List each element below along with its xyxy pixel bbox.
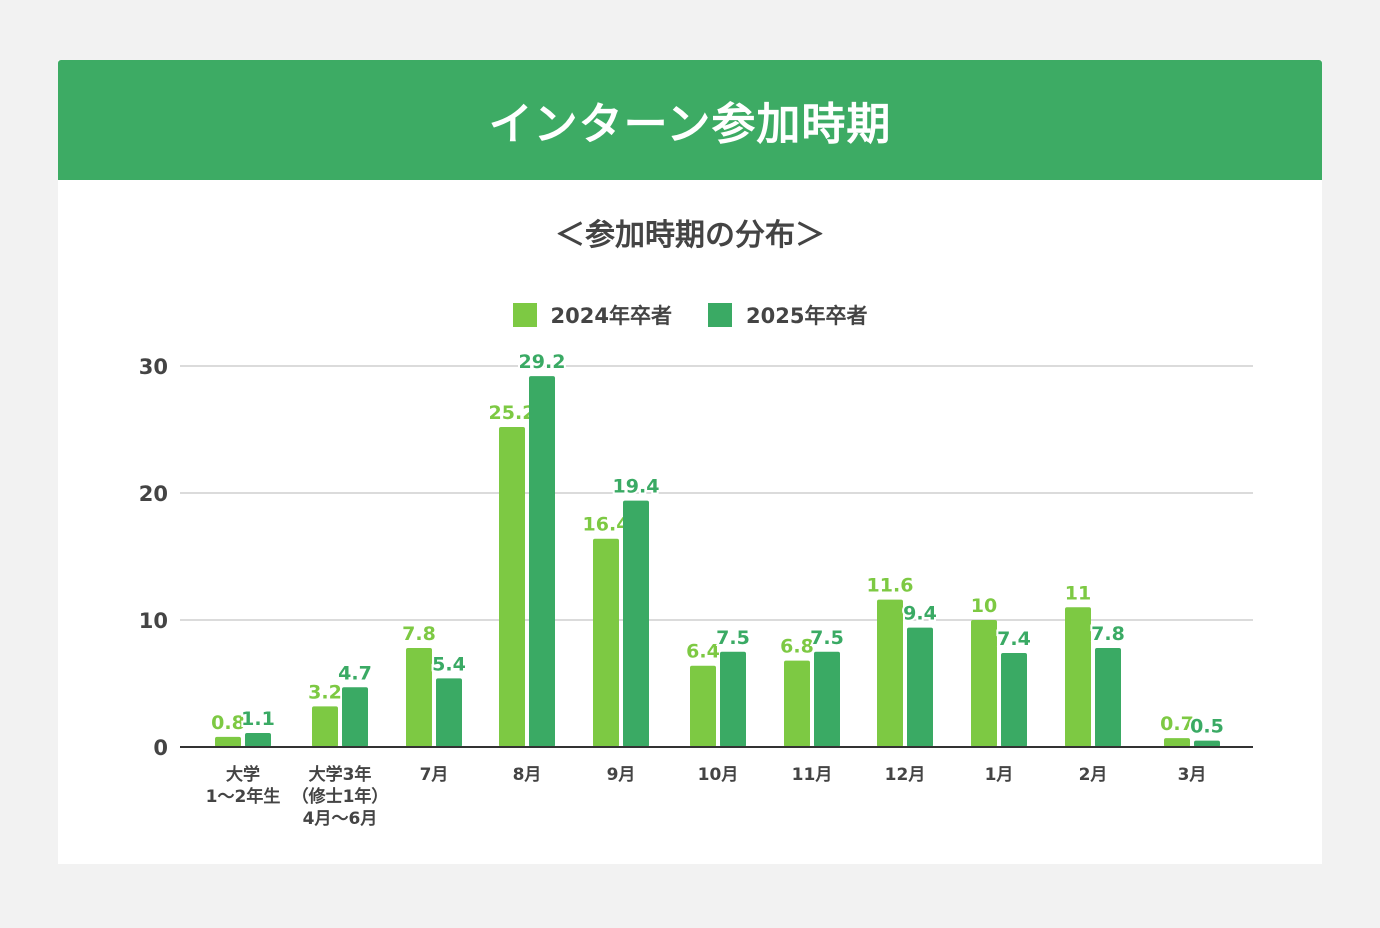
legend-label-2024: 2024年卒者 [550, 304, 672, 328]
bar-2025 [814, 651, 840, 747]
data-label: 6.8 [780, 636, 814, 658]
data-label: 7.5 [810, 627, 844, 649]
y-tick-label: 10 [139, 609, 168, 633]
bar-2024 [1164, 738, 1190, 747]
legend-swatch-2025 [708, 303, 732, 327]
x-tick-label: 8月 [513, 765, 542, 785]
bar-2025 [1194, 740, 1220, 747]
data-label: 11 [1065, 582, 1091, 604]
bar-2024 [312, 706, 338, 747]
data-label: 7.4 [997, 628, 1031, 650]
data-label: 25.2 [489, 402, 536, 424]
page-title: インターン参加時期 [488, 99, 892, 150]
data-label: 10 [971, 595, 997, 617]
legend-item-2024: 2024年卒者 [512, 300, 672, 330]
bar-2025 [907, 627, 933, 747]
x-tick-label: 3月 [1178, 765, 1207, 785]
data-label: 7.8 [1091, 623, 1125, 645]
legend-item-2025: 2025年卒者 [708, 300, 867, 330]
bar-2025 [623, 500, 649, 747]
bar-2025 [720, 651, 746, 747]
data-label: 16.4 [583, 514, 630, 536]
x-tick-label: 大学3年 [309, 764, 372, 785]
data-label: 4.7 [338, 662, 372, 684]
bar-2025 [1001, 653, 1027, 747]
legend: 2024年卒者 2025年卒者 [58, 300, 1322, 330]
bar-2024 [877, 599, 903, 747]
bar-2025 [1095, 647, 1121, 747]
data-label: 9.4 [903, 603, 937, 625]
data-label: 0.5 [1190, 716, 1224, 738]
bar-2024 [971, 620, 997, 747]
data-label: 6.4 [686, 641, 720, 663]
data-label: 1.1 [241, 708, 275, 730]
x-tick-label: 11月 [792, 765, 833, 785]
bar-2025 [529, 376, 555, 747]
bar-2024 [784, 660, 810, 747]
x-tick-label: 12月 [885, 765, 926, 785]
data-label: 29.2 [519, 351, 566, 373]
data-label: 0.8 [211, 712, 245, 734]
x-tick-label: 大学 [226, 764, 260, 785]
chart-title: ＜参加時期の分布＞ [555, 218, 825, 253]
x-tick-label: 4月～6月 [303, 809, 378, 829]
bar-2025 [245, 733, 271, 747]
data-label: 11.6 [867, 575, 914, 597]
x-tick-label: 9月 [607, 765, 636, 785]
bar-2025 [342, 687, 368, 747]
data-label: 7.8 [402, 623, 436, 645]
y-tick-label: 20 [139, 482, 168, 506]
x-tick-label: 1月 [985, 765, 1014, 785]
legend-swatch-2024 [512, 303, 537, 327]
data-label: 0.7 [1160, 713, 1194, 735]
data-label: 5.4 [432, 653, 466, 675]
header-banner: インターン参加時期 [58, 60, 1322, 180]
data-label: 19.4 [613, 476, 660, 498]
bar-2024 [593, 538, 619, 747]
x-tick-label: 10月 [698, 765, 739, 785]
bar-2024 [1065, 607, 1091, 747]
bar-2025 [436, 678, 462, 747]
bar-2024 [499, 426, 525, 747]
x-tick-label: （修士1年） [292, 786, 389, 807]
bar-2024 [215, 736, 241, 747]
y-tick-label: 30 [139, 355, 168, 379]
y-tick-label: 0 [153, 736, 168, 760]
data-label: 3.2 [308, 681, 342, 703]
x-tick-label: 7月 [420, 765, 449, 785]
bar-2024 [690, 665, 716, 747]
x-tick-label: 1～2年生 [206, 786, 281, 807]
bar-2024 [406, 647, 432, 747]
x-tick-label: 2月 [1079, 765, 1108, 785]
data-label: 7.5 [716, 627, 750, 649]
legend-label-2025: 2025年卒者 [746, 304, 868, 328]
